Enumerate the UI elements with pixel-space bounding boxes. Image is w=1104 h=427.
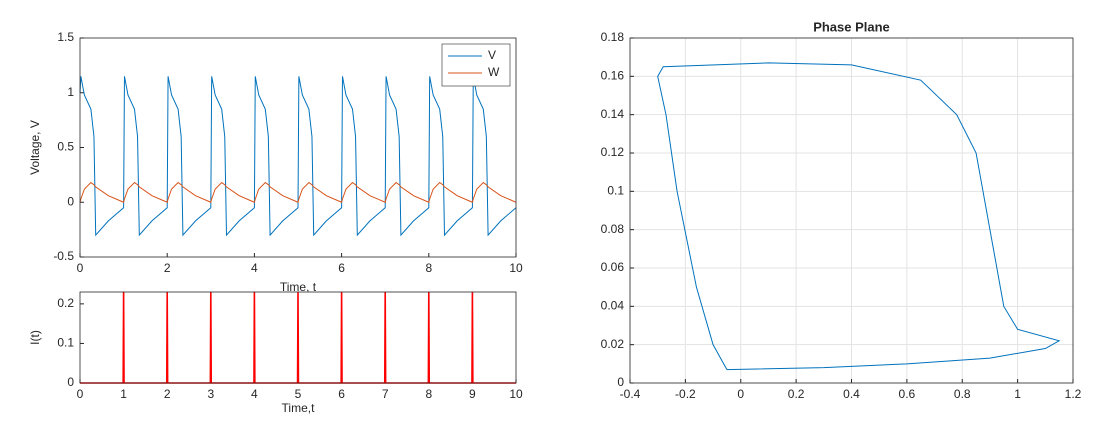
x-tick-label: 9 bbox=[469, 387, 476, 401]
x-tick-label: 0.2 bbox=[788, 387, 805, 401]
x-tick-label: 4 bbox=[251, 387, 258, 401]
x-tick-label: 5 bbox=[295, 387, 302, 401]
y-tick-label: 0 bbox=[67, 375, 74, 389]
x-tick-label: 0.4 bbox=[843, 387, 860, 401]
x-tick-label: 8 bbox=[425, 387, 432, 401]
x-tick-label: 10 bbox=[509, 261, 523, 275]
legend-label: V bbox=[488, 48, 496, 62]
x-tick-label: 2 bbox=[164, 387, 171, 401]
y-axis-label: Voltage, V bbox=[28, 120, 42, 175]
y-tick-label: 0 bbox=[617, 375, 624, 389]
x-tick-label: 7 bbox=[382, 387, 389, 401]
x-tick-label: -0.4 bbox=[620, 387, 641, 401]
x-tick-label: 0 bbox=[737, 387, 744, 401]
series-line bbox=[657, 62, 1061, 371]
y-tick-label: 0.2 bbox=[57, 296, 74, 310]
y-tick-label: 0.1 bbox=[57, 336, 74, 350]
x-tick-label: 1.2 bbox=[1065, 387, 1082, 401]
axes-box bbox=[629, 37, 1074, 384]
x-tick-label: 0.8 bbox=[954, 387, 971, 401]
x-tick-label: 6 bbox=[338, 261, 345, 275]
x-tick-label: 3 bbox=[207, 387, 214, 401]
x-axis-label: Time, t bbox=[280, 280, 317, 294]
legend-box bbox=[441, 43, 511, 87]
y-tick-label: 0.12 bbox=[601, 145, 625, 159]
axes-box bbox=[79, 37, 517, 258]
y-tick-label: 0.06 bbox=[601, 260, 625, 274]
y-tick-label: 0.18 bbox=[601, 30, 625, 44]
x-axis-label: Time,t bbox=[282, 401, 316, 415]
x-tick-label: 0 bbox=[77, 387, 84, 401]
y-tick-label: 0.08 bbox=[601, 222, 625, 236]
y-tick-label: 1.5 bbox=[57, 30, 74, 44]
series-line bbox=[79, 76, 517, 237]
chart-title: Phase Plane bbox=[813, 19, 890, 34]
y-tick-label: 0.16 bbox=[601, 69, 625, 83]
y-tick-label: 0.14 bbox=[601, 107, 625, 121]
y-tick-label: 0.5 bbox=[57, 140, 74, 154]
x-tick-label: 8 bbox=[425, 261, 432, 275]
y-tick-label: 0.1 bbox=[607, 184, 624, 198]
y-axis-label: I(t) bbox=[28, 330, 42, 345]
x-tick-label: 6 bbox=[338, 387, 345, 401]
x-tick-label: 10 bbox=[509, 387, 523, 401]
x-tick-label: 1 bbox=[1014, 387, 1021, 401]
legend-label: W bbox=[488, 65, 500, 79]
x-tick-label: -0.2 bbox=[675, 387, 696, 401]
x-tick-label: 0 bbox=[77, 261, 84, 275]
y-tick-label: 0 bbox=[67, 194, 74, 208]
x-tick-label: 1 bbox=[120, 387, 127, 401]
x-tick-label: 4 bbox=[251, 261, 258, 275]
y-tick-label: 0.02 bbox=[601, 337, 625, 351]
series-line bbox=[79, 181, 517, 203]
axes-box bbox=[79, 291, 517, 384]
y-tick-label: 1 bbox=[67, 85, 74, 99]
y-tick-label: -0.5 bbox=[53, 249, 74, 263]
y-tick-label: 0.04 bbox=[601, 299, 625, 313]
x-tick-label: 2 bbox=[164, 261, 171, 275]
x-tick-label: 0.6 bbox=[899, 387, 916, 401]
